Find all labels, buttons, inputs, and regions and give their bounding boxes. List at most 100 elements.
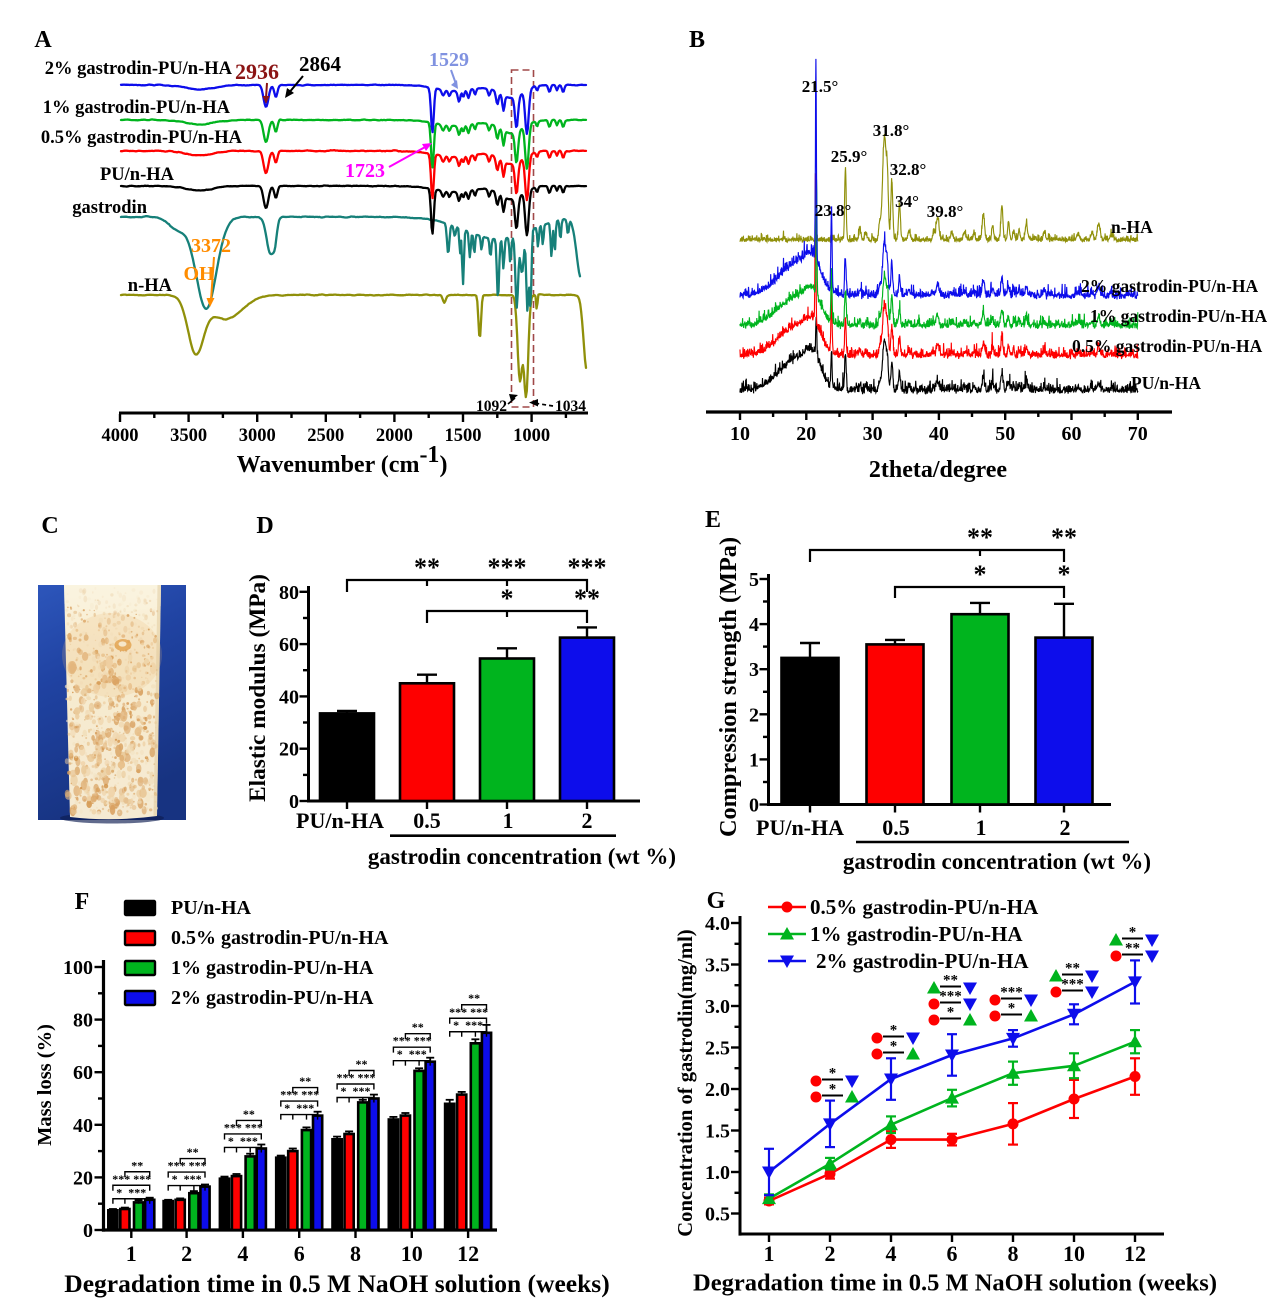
svg-text:4000: 4000	[102, 426, 139, 446]
svg-text:4: 4	[749, 614, 759, 636]
svg-text:Degradation time in 0.5 M NaO: Degradation time in 0.5 M NaOH solution …	[693, 1270, 1217, 1297]
svg-text:***: ***	[112, 1172, 130, 1186]
svg-text:0.5: 0.5	[413, 808, 441, 833]
svg-text:2.0: 2.0	[705, 1079, 730, 1101]
svg-text:0.5: 0.5	[705, 1204, 730, 1226]
svg-text:2: 2	[749, 704, 759, 726]
svg-text:*: *	[228, 1134, 234, 1148]
svg-text:**: **	[187, 1145, 199, 1159]
svg-text:**: **	[412, 1020, 424, 1034]
svg-text:**: **	[299, 1074, 311, 1088]
svg-text:10: 10	[401, 1241, 423, 1266]
svg-text:n-HA: n-HA	[128, 276, 173, 296]
svg-text:**: **	[468, 991, 480, 1005]
svg-text:3372: 3372	[191, 235, 231, 257]
svg-text:*: *	[341, 1084, 347, 1098]
svg-text:***: ***	[1000, 985, 1023, 1001]
svg-text:***: ***	[568, 553, 607, 582]
svg-text:***: ***	[189, 1159, 207, 1173]
svg-text:E: E	[705, 507, 721, 533]
svg-text:2936: 2936	[235, 59, 279, 84]
svg-text:PU/n-HA: PU/n-HA	[171, 897, 252, 919]
svg-text:***: ***	[409, 1047, 427, 1061]
svg-text:2864: 2864	[299, 52, 342, 76]
svg-text:Concentration of gastrodin(mg/: Concentration of gastrodin(mg/ml)	[675, 929, 697, 1236]
svg-text:***: ***	[358, 1071, 376, 1085]
svg-text:**: **	[943, 973, 958, 989]
svg-text:34°: 34°	[895, 192, 919, 211]
svg-text:0: 0	[749, 795, 759, 817]
svg-text:1% gastrodin-PU/n-HA: 1% gastrodin-PU/n-HA	[171, 957, 374, 979]
svg-text:*: *	[1008, 1001, 1016, 1017]
svg-text:50: 50	[995, 423, 1015, 445]
svg-text:3: 3	[749, 659, 759, 681]
svg-text:40: 40	[929, 423, 949, 445]
svg-text:**: **	[243, 1107, 255, 1121]
svg-text:***: ***	[337, 1071, 355, 1085]
svg-text:1034: 1034	[555, 398, 586, 415]
svg-text:2: 2	[582, 808, 593, 833]
svg-text:***: ***	[133, 1172, 151, 1186]
svg-text:0.5% gastrodin-PU/n-HA: 0.5% gastrodin-PU/n-HA	[41, 128, 243, 148]
svg-text:2% gastrodin-PU/n-HA: 2% gastrodin-PU/n-HA	[45, 59, 233, 79]
svg-text:80: 80	[279, 582, 299, 604]
svg-text:3.0: 3.0	[705, 996, 730, 1018]
svg-text:1% gastrodin-PU/n-HA: 1% gastrodin-PU/n-HA	[43, 98, 231, 118]
svg-text:2% gastrodin-PU/n-HA: 2% gastrodin-PU/n-HA	[816, 949, 1029, 973]
svg-text:12: 12	[457, 1241, 479, 1266]
svg-text:PU/n-HA: PU/n-HA	[100, 165, 175, 185]
svg-text:1092: 1092	[476, 398, 507, 415]
svg-text:*: *	[829, 1082, 837, 1098]
svg-text:Compression strength (MPa): Compression strength (MPa)	[715, 537, 742, 837]
svg-text:**: **	[967, 523, 993, 552]
svg-text:Degradation time in 0.5 M NaO: Degradation time in 0.5 M NaOH solution …	[64, 1269, 609, 1298]
svg-text:*: *	[1129, 925, 1137, 941]
svg-text:*: *	[947, 1005, 955, 1021]
svg-text:20: 20	[279, 739, 299, 761]
svg-text:***: ***	[280, 1088, 298, 1102]
svg-text:gastrodin: gastrodin	[72, 198, 147, 218]
svg-text:1: 1	[749, 749, 759, 771]
svg-text:*: *	[501, 584, 514, 613]
svg-text:0: 0	[83, 1220, 93, 1242]
svg-text:*: *	[397, 1047, 403, 1061]
svg-text:***: ***	[224, 1121, 242, 1135]
svg-text:60: 60	[1062, 423, 1082, 445]
svg-text:1000: 1000	[513, 426, 550, 446]
svg-text:0.5% gastrodin-PU/n-HA: 0.5% gastrodin-PU/n-HA	[810, 895, 1039, 919]
svg-text:12: 12	[1124, 1241, 1146, 1266]
svg-text:***: ***	[414, 1034, 432, 1048]
svg-text:1.0: 1.0	[705, 1162, 730, 1184]
svg-text:32.8°: 32.8°	[890, 160, 927, 179]
svg-text:***: ***	[393, 1034, 411, 1048]
svg-text:***: ***	[1061, 977, 1084, 993]
svg-text:21.5°: 21.5°	[802, 77, 839, 96]
svg-text:1.5: 1.5	[705, 1121, 730, 1143]
svg-text:G: G	[707, 888, 726, 914]
svg-text:31.8°: 31.8°	[873, 121, 910, 140]
svg-text:***: ***	[296, 1101, 314, 1115]
svg-text:***: ***	[488, 553, 527, 582]
svg-text:1: 1	[126, 1241, 137, 1266]
svg-text:1529: 1529	[429, 49, 469, 71]
svg-text:***: ***	[184, 1172, 202, 1186]
svg-text:4: 4	[886, 1241, 897, 1266]
svg-text:10: 10	[730, 423, 750, 445]
svg-text:2% gastrodin-PU/n-HA: 2% gastrodin-PU/n-HA	[171, 987, 374, 1009]
svg-text:**: **	[414, 553, 440, 582]
svg-text:3000: 3000	[239, 426, 276, 446]
svg-text:2% gastrodin-PU/n-HA: 2% gastrodin-PU/n-HA	[1081, 276, 1258, 296]
svg-text:6: 6	[947, 1241, 958, 1266]
svg-text:**: **	[131, 1158, 143, 1172]
svg-text:*: *	[1058, 560, 1071, 589]
svg-text:2: 2	[1060, 815, 1071, 840]
svg-text:A: A	[34, 27, 52, 53]
svg-text:Elastic modulus (MPa): Elastic modulus (MPa)	[245, 574, 271, 802]
svg-text:1500: 1500	[445, 426, 482, 446]
svg-text:B: B	[689, 27, 705, 53]
svg-text:***: ***	[301, 1088, 319, 1102]
svg-text:***: ***	[465, 1018, 483, 1032]
svg-text:n-HA: n-HA	[1111, 217, 1153, 237]
svg-text:***: ***	[449, 1005, 467, 1019]
svg-text:*: *	[974, 560, 987, 589]
